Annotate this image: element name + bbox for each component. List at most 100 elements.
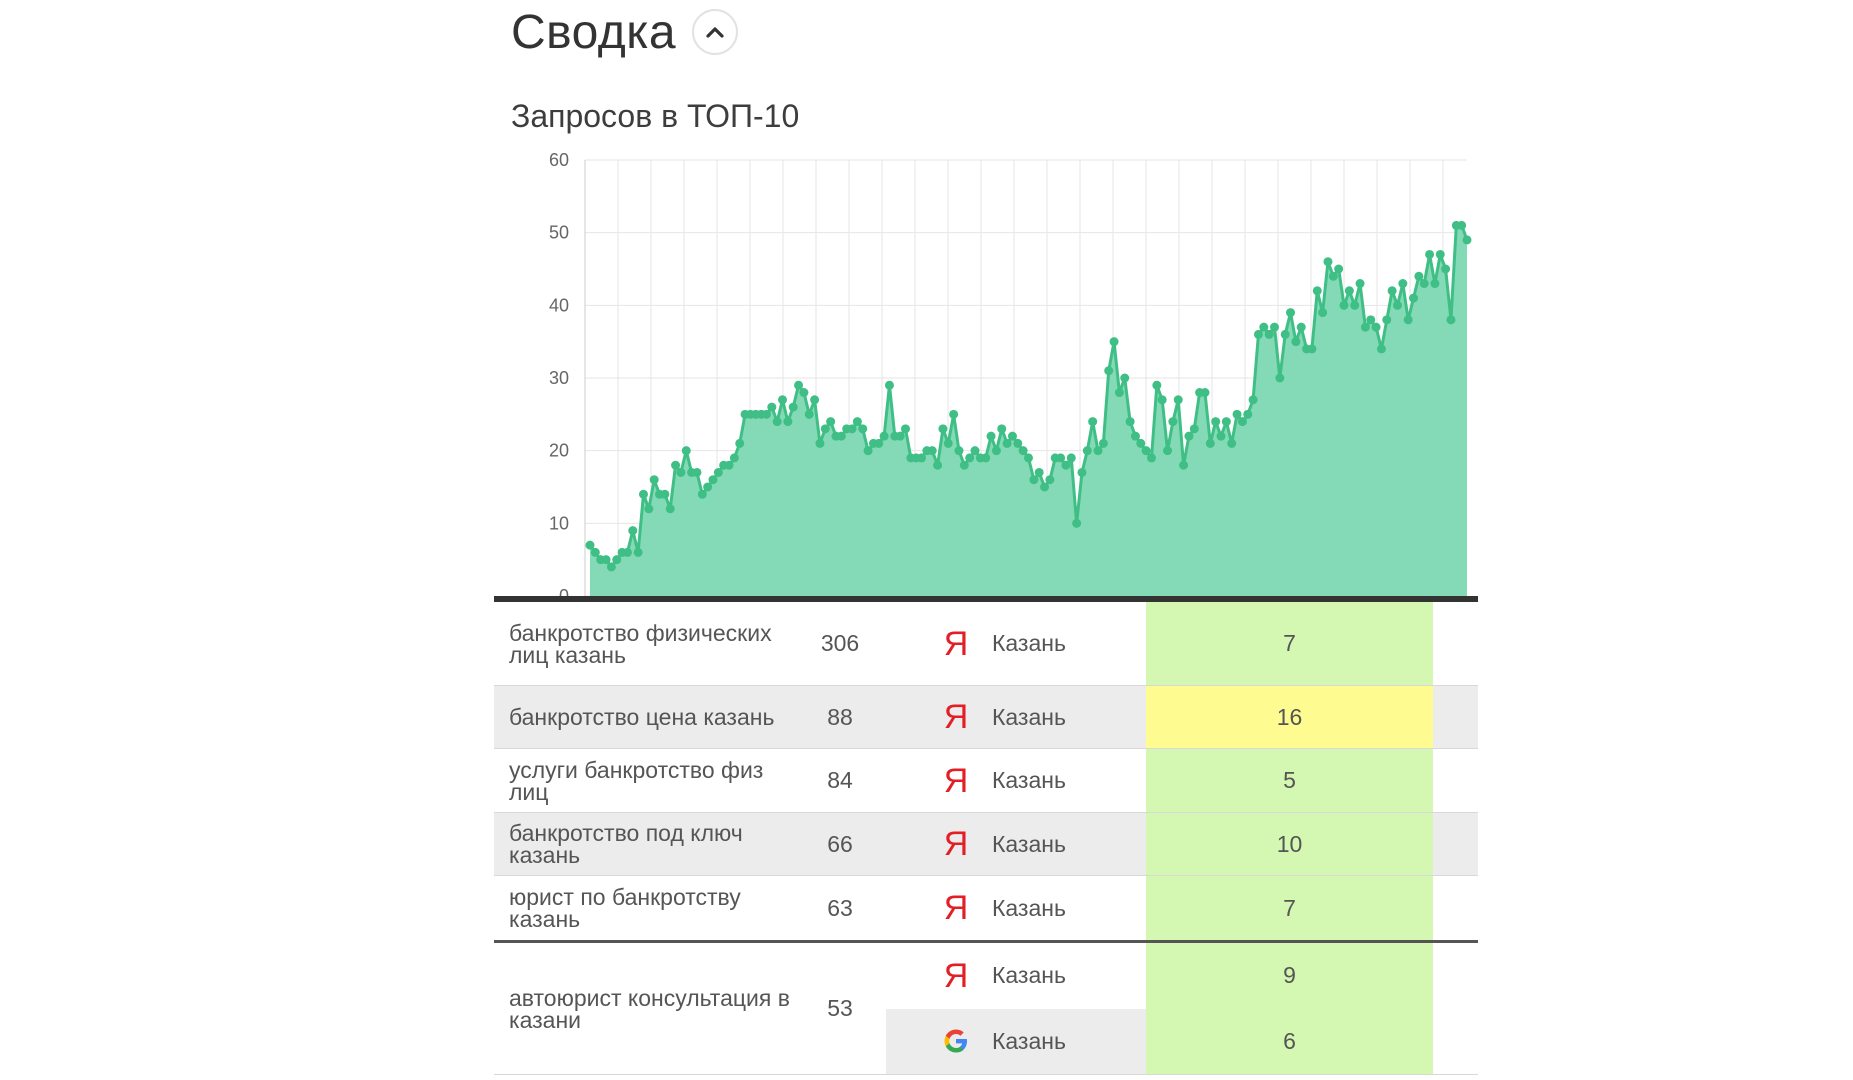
collapse-button[interactable] <box>692 9 739 55</box>
city-label: Казань <box>992 1027 1066 1054</box>
position-cell: 7 <box>1146 876 1433 940</box>
data-point <box>1045 475 1055 485</box>
google-icon <box>938 1023 974 1059</box>
position-cell: 7 <box>1146 602 1433 685</box>
frequency-value: 306 <box>820 630 860 656</box>
data-point <box>1125 417 1135 427</box>
table-row[interactable]: банкротство физических лиц казань 306 Я … <box>494 602 1478 686</box>
table-row[interactable]: услуги банкротство физ лиц 84 Я Казань 5 <box>494 749 1478 813</box>
position-cell: 16 <box>1146 686 1433 748</box>
data-point <box>638 489 648 499</box>
data-point <box>697 489 707 499</box>
data-point <box>601 555 611 565</box>
data-point <box>735 438 745 448</box>
data-point <box>858 424 868 434</box>
data-point <box>1152 380 1162 390</box>
data-point <box>879 431 889 441</box>
data-point <box>1360 322 1370 332</box>
data-point <box>1462 235 1472 245</box>
section-title: Сводка <box>511 5 677 59</box>
data-point <box>1002 438 1012 448</box>
y-tick-label: 0 <box>559 586 569 596</box>
y-tick-label: 30 <box>549 368 569 388</box>
data-point <box>927 446 937 456</box>
data-point <box>1216 431 1226 441</box>
data-point <box>1376 344 1386 354</box>
table-row[interactable]: банкротство цена казань 88 Я Казань 16 <box>494 686 1478 749</box>
data-point <box>820 424 830 434</box>
data-point <box>1163 446 1173 456</box>
data-point <box>1114 388 1124 398</box>
data-point <box>649 475 659 485</box>
data-point <box>991 446 1001 456</box>
data-point <box>1398 279 1408 289</box>
data-point <box>1253 329 1263 339</box>
data-point <box>1109 337 1119 347</box>
data-point <box>1237 417 1247 427</box>
table-row[interactable]: юрист по банкротству казань 63 Я Казань … <box>494 876 1478 943</box>
data-point <box>1350 300 1360 310</box>
data-point <box>1018 446 1028 456</box>
data-point <box>1029 475 1039 485</box>
data-point <box>1227 438 1237 448</box>
data-point <box>1136 438 1146 448</box>
data-point <box>965 453 975 463</box>
table-row[interactable]: банкротство под ключ казань 66 Я Казань … <box>494 813 1478 876</box>
data-point <box>884 380 894 390</box>
data-point <box>1430 279 1440 289</box>
data-point <box>1409 293 1419 303</box>
query-text: банкротство под ключ казань <box>509 820 743 868</box>
data-point <box>1179 460 1189 470</box>
data-point <box>676 467 686 477</box>
data-point <box>1189 424 1199 434</box>
y-tick-label: 10 <box>549 513 569 533</box>
data-point <box>1007 431 1017 441</box>
data-point <box>767 402 777 412</box>
data-point <box>1334 264 1344 274</box>
data-point <box>1382 315 1392 325</box>
data-point <box>1307 344 1317 354</box>
data-point <box>665 504 675 514</box>
data-point <box>703 482 713 492</box>
data-point <box>622 547 632 557</box>
position-cell: 10 <box>1146 813 1433 875</box>
data-point <box>986 431 996 441</box>
data-point <box>810 395 820 405</box>
data-point <box>943 438 953 448</box>
data-point <box>804 409 814 419</box>
data-point <box>1072 518 1082 528</box>
engine-cell: Я Казань <box>886 749 1146 812</box>
data-point <box>836 431 846 441</box>
data-point <box>901 424 911 434</box>
frequency-value: 88 <box>827 703 853 730</box>
data-point <box>1077 467 1087 477</box>
data-point <box>852 417 862 427</box>
data-point <box>1200 388 1210 398</box>
yandex-icon: Я <box>943 956 969 995</box>
yandex-icon: Я <box>943 698 969 736</box>
engine-cell: Казань <box>886 1008 1146 1074</box>
data-point <box>681 446 691 456</box>
yandex-icon: Я <box>943 761 969 800</box>
data-point <box>1130 431 1140 441</box>
engine-cell: Я Казань <box>886 943 1146 1009</box>
data-point <box>1093 446 1103 456</box>
data-point <box>826 417 836 427</box>
data-point <box>1243 409 1253 419</box>
data-point <box>1414 271 1424 281</box>
chevron-up-icon <box>706 27 724 38</box>
data-point <box>1457 220 1467 230</box>
city-label: Казань <box>992 703 1066 730</box>
data-point <box>1082 446 1092 456</box>
data-point <box>954 446 964 456</box>
series-area <box>590 225 1467 596</box>
data-point <box>713 467 723 477</box>
data-point <box>1441 264 1451 274</box>
table-row-multi[interactable]: автоюрист консультация в казани 53 Я Каз… <box>494 943 1478 1075</box>
data-point <box>708 475 718 485</box>
data-point <box>949 409 959 419</box>
top10-chart: 60 50 40 30 20 10 0 <box>549 150 1472 596</box>
data-point <box>1098 438 1108 448</box>
frequency-value: 53 <box>827 995 853 1021</box>
data-point <box>959 460 969 470</box>
